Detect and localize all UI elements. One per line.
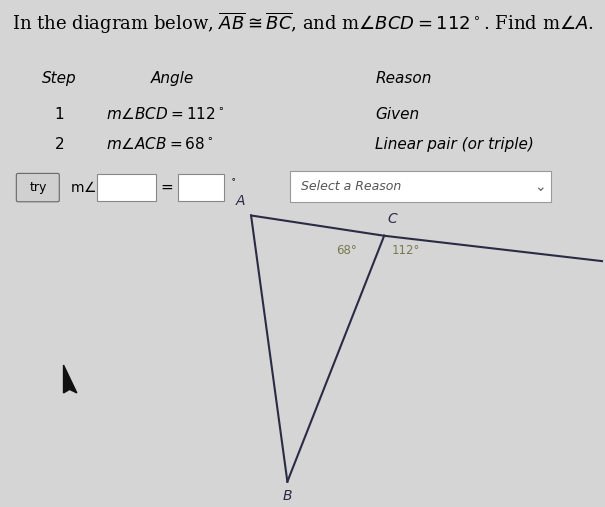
Text: m$\angle ACB = 68^\circ$: m$\angle ACB = 68^\circ$ [106, 136, 214, 153]
Text: m$\angle$: m$\angle$ [70, 180, 96, 195]
Text: 112°: 112° [391, 244, 420, 258]
Text: try: try [30, 181, 47, 194]
Text: B: B [283, 489, 292, 503]
Text: Step: Step [42, 71, 77, 86]
Text: Angle: Angle [151, 71, 194, 86]
Text: $^\circ$: $^\circ$ [229, 175, 237, 188]
Text: Linear pair (or triple): Linear pair (or triple) [375, 137, 534, 152]
Text: In the diagram below, $\overline{AB} \cong \overline{BC}$, and m$\angle BCD = 11: In the diagram below, $\overline{AB} \co… [11, 10, 594, 35]
Text: 2: 2 [54, 137, 64, 152]
Text: m$\angle BCD = 112^\circ$: m$\angle BCD = 112^\circ$ [106, 106, 224, 122]
Text: Given: Given [375, 106, 419, 122]
Text: Reason: Reason [375, 71, 431, 86]
Text: ⌄: ⌄ [534, 179, 546, 194]
Text: Select a Reason: Select a Reason [301, 180, 402, 193]
Text: 1: 1 [54, 106, 64, 122]
FancyBboxPatch shape [16, 173, 59, 202]
Text: C: C [387, 211, 397, 226]
Text: =: = [160, 180, 173, 195]
FancyBboxPatch shape [178, 174, 224, 201]
Text: A: A [235, 194, 245, 208]
FancyBboxPatch shape [290, 171, 551, 202]
Text: 68°: 68° [336, 244, 357, 258]
FancyBboxPatch shape [97, 174, 156, 201]
Polygon shape [64, 365, 77, 393]
